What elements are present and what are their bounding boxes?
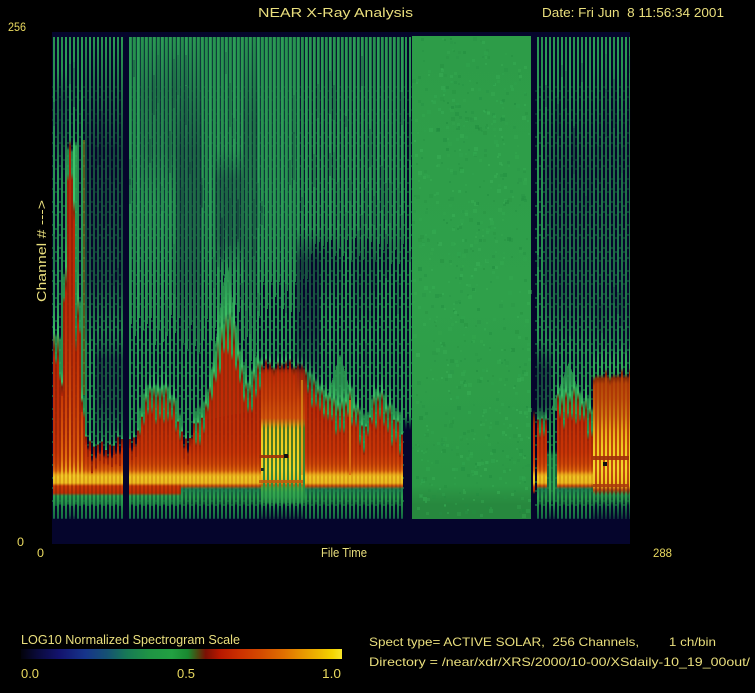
svg-text:LOG10 Normalized Spectrogram S: LOG10 Normalized Spectrogram Scale [21, 633, 240, 647]
svg-text:NEAR X-Ray Analysis: NEAR X-Ray Analysis [258, 5, 414, 20]
svg-text:Directory = /near/xdr/XRS/2000: Directory = /near/xdr/XRS/2000/10-00/XSd… [369, 655, 751, 669]
svg-text:File Time: File Time [321, 546, 367, 560]
svg-text:0: 0 [17, 535, 24, 549]
svg-text:0.0: 0.0 [21, 667, 39, 681]
svg-text:1.0: 1.0 [322, 667, 341, 681]
svg-text:Date: Fri Jun 8 11:56:34 2001: Date: Fri Jun 8 11:56:34 2001 [542, 6, 724, 20]
svg-text:0: 0 [37, 546, 44, 560]
svg-text:0.5: 0.5 [177, 667, 195, 681]
svg-text:288: 288 [653, 546, 672, 560]
svg-text:Spect type= ACTIVE SOLAR, 256: Spect type= ACTIVE SOLAR, 256 Channels, … [369, 635, 716, 649]
svg-text:256: 256 [8, 20, 26, 34]
svg-text:Channel # --->: Channel # ---> [35, 200, 49, 302]
